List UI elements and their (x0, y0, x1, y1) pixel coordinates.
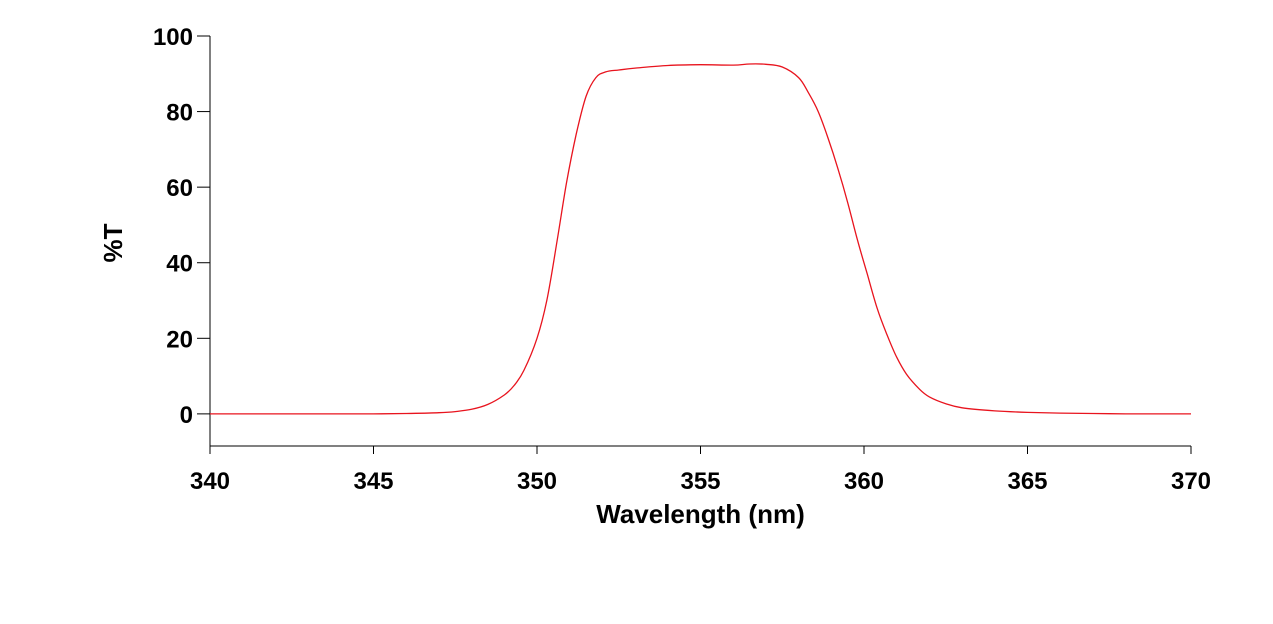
x-tick-label: 355 (680, 468, 720, 495)
axes (209, 36, 1191, 447)
x-tick-label: 370 (1171, 468, 1211, 495)
y-tick-label: 100 (153, 24, 193, 51)
y-axis-ticks: 0 20 40 60 80 100 (153, 24, 210, 429)
x-axis-ticks: 340 345 350 355 360 365 370 (190, 446, 1211, 495)
x-tick-label: 360 (844, 468, 884, 495)
y-tick-label: 0 (180, 402, 193, 429)
x-axis-label: Wavelength (nm) (596, 499, 804, 529)
x-tick-label: 340 (190, 468, 230, 495)
x-tick-label: 365 (1007, 468, 1047, 495)
series-line (210, 63, 1191, 415)
y-tick-label: 40 (166, 251, 193, 278)
x-tick-label: 345 (353, 468, 393, 495)
y-tick-label: 80 (166, 100, 193, 127)
x-tick-label: 350 (517, 468, 557, 495)
y-tick-label: 20 (166, 326, 193, 353)
y-axis-label: %T (98, 223, 128, 262)
y-tick-label: 60 (166, 175, 193, 202)
